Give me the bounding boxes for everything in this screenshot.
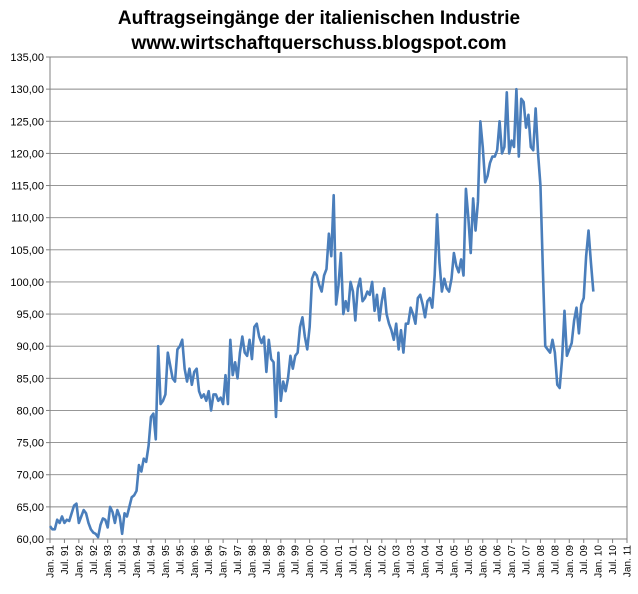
y-tick-label: 125,00: [10, 116, 44, 128]
x-tick-label: Jan. 91: [46, 545, 57, 578]
y-tick-label: 105,00: [10, 245, 44, 257]
y-tick-label: 135,00: [10, 52, 44, 64]
x-tick-label: Jan. 05: [449, 545, 460, 578]
x-tick-label: Jul. 06: [493, 545, 504, 575]
y-tick-label: 70,00: [16, 470, 44, 482]
x-tick-label: Jul. 91: [60, 545, 71, 575]
x-tick-label: Jan. 04: [421, 545, 432, 578]
x-tick-label: Jul. 00: [320, 545, 331, 575]
x-tick-label: Jul. 09: [579, 545, 590, 575]
x-tick-label: Jul. 01: [348, 545, 359, 575]
x-tick-label: Jan. 96: [190, 545, 201, 578]
x-tick-label: Jan. 08: [536, 545, 547, 578]
x-tick-label: Jan. 03: [392, 545, 403, 578]
x-tick-label: Jul. 05: [464, 545, 475, 575]
y-tick-label: 85,00: [16, 373, 44, 385]
y-tick-label: 110,00: [11, 213, 44, 225]
y-tick-label: 65,00: [16, 502, 44, 514]
y-tick-label: 60,00: [16, 534, 44, 546]
x-tick-label: Jul. 95: [175, 545, 186, 575]
x-tick-label: Jul. 04: [435, 545, 446, 575]
x-tick-label: Jan. 11: [623, 545, 634, 577]
x-tick-label: Jan. 95: [161, 545, 172, 578]
grid-lines: [50, 88, 627, 508]
y-tick-label: 115,00: [11, 181, 44, 193]
chart-title: Auftragseingänge der italienischen Indus…: [117, 8, 521, 29]
x-tick-label: Jul. 97: [233, 545, 244, 575]
x-tick-label: Jan. 01: [334, 545, 345, 578]
x-tick-label: Jul. 03: [406, 545, 417, 575]
y-tick-label: 95,00: [16, 309, 44, 321]
x-tick-label: Jan. 06: [478, 545, 489, 578]
y-axis-ticks: 60,00 65,00 70,00 75,00 80,00 85,00 90,00 95,00…: [10, 52, 50, 546]
series-line: [48, 87, 595, 539]
chart-subtitle: www.wirtschaftquerschuss.blogspot.com: [131, 33, 507, 54]
x-axis-ticks: Jan. 91 Jul. 91 Jan. 92 Jul. 92 Jan. 93 Jul. …: [46, 539, 634, 578]
x-tick-label: Jan. 93: [103, 545, 114, 578]
x-tick-label: Jul. 98: [262, 545, 273, 575]
x-tick-label: Jan. 97: [219, 545, 230, 578]
x-tick-label: Jul. 10: [608, 545, 619, 575]
y-tick-label: 80,00: [16, 405, 44, 417]
y-tick-label: 75,00: [16, 438, 44, 450]
x-tick-label: Jul. 08: [550, 545, 561, 575]
x-tick-label: Jul. 96: [204, 545, 215, 575]
x-tick-label: Jan. 00: [305, 545, 316, 578]
x-tick-label: Jan. 99: [276, 545, 287, 578]
y-tick-label: 100,00: [10, 277, 44, 289]
x-tick-label: Jan. 02: [363, 545, 374, 578]
y-tick-label: 130,00: [10, 84, 44, 96]
x-tick-label: Jan. 07: [507, 545, 518, 578]
x-tick-label: Jan. 09: [565, 545, 576, 578]
x-tick-label: Jul. 02: [377, 545, 388, 575]
x-tick-label: Jul. 94: [146, 545, 157, 575]
x-tick-label: Jul. 93: [118, 545, 129, 575]
x-tick-label: Jan. 98: [247, 545, 258, 578]
x-tick-label: Jul. 92: [89, 545, 100, 575]
plot-area-border: [49, 56, 628, 540]
x-tick-label: Jul. 07: [522, 545, 533, 575]
x-tick-label: Jan. 92: [74, 545, 85, 578]
y-tick-label: 120,00: [10, 148, 44, 160]
x-tick-label: Jul. 99: [291, 545, 302, 575]
y-tick-label: 90,00: [16, 341, 44, 353]
chart-title-block: Auftragseingänge der italienischen Indus…: [0, 6, 638, 56]
x-tick-label: Jan. 94: [132, 545, 143, 578]
x-tick-label: Jan. 10: [594, 545, 605, 578]
